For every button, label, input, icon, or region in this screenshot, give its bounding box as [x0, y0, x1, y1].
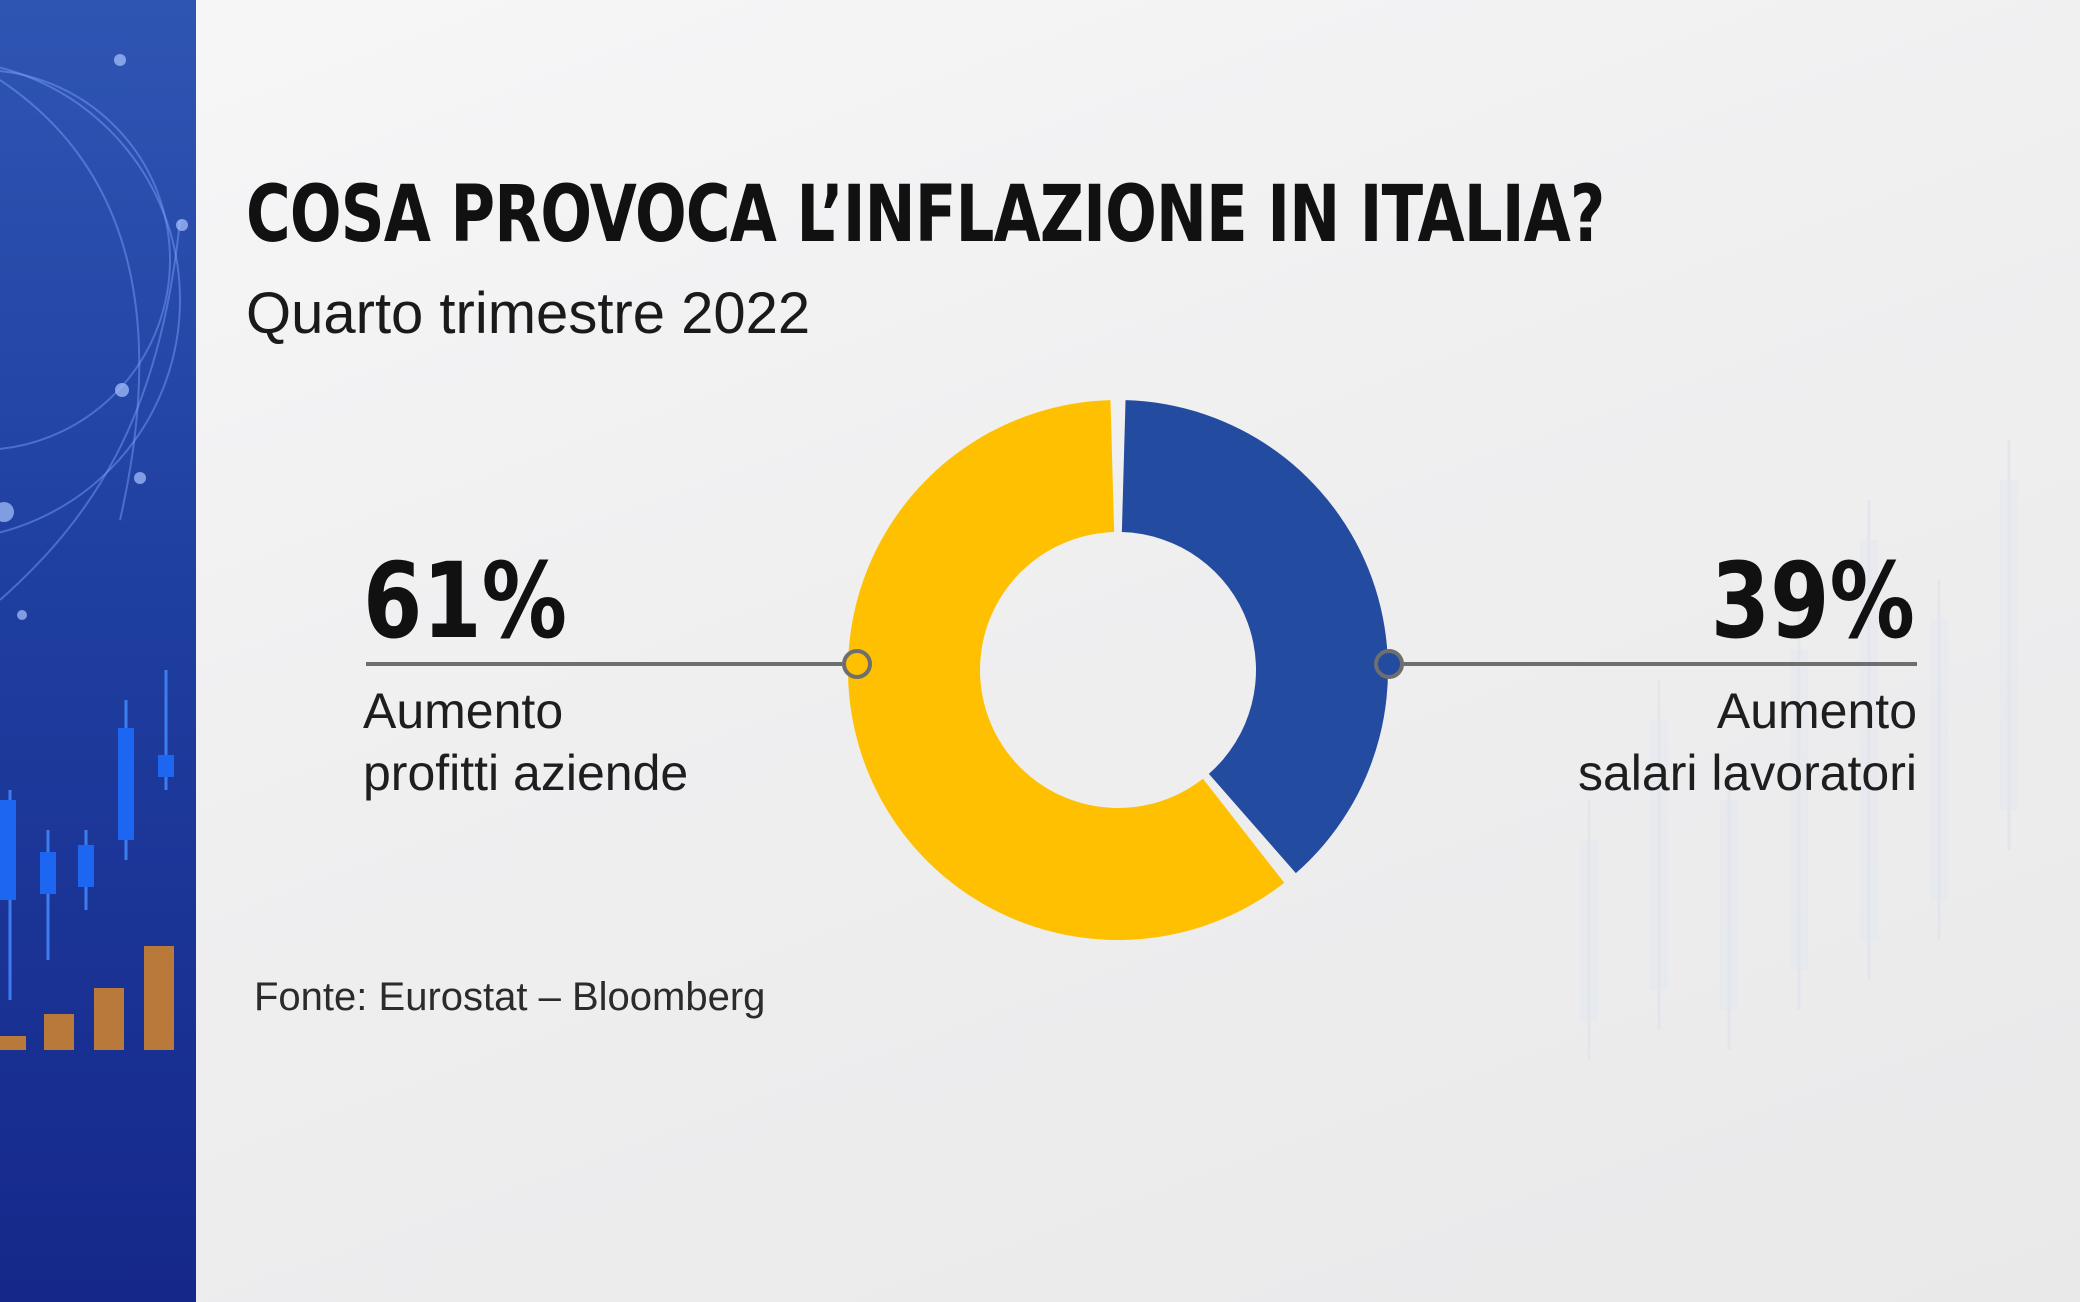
page-title: COSA PROVOCA L’INFLAZIONE IN ITALIA?	[246, 170, 1605, 260]
faded-candlestick-graphic	[1580, 440, 2018, 1060]
donut-slice-profitti	[848, 400, 1285, 941]
slice-value-label-profitti: 61%	[363, 540, 568, 662]
network-globe-graphic	[0, 54, 188, 1050]
slice-category-label-line: salari lavoratori	[1577, 745, 1917, 801]
background-chart-decoration	[1500, 420, 2080, 1120]
slice-category-label-line: profitti aziende	[363, 745, 689, 801]
donut-slice-salari	[1121, 400, 1388, 874]
slice-category-label-profitti: Aumento profitti aziende	[363, 680, 688, 804]
leader-marker-salari	[1374, 649, 1404, 679]
side-decorative-panel	[0, 0, 196, 1302]
leader-marker-profitti	[842, 649, 872, 679]
slice-category-label-salari: Aumento salari lavoratori	[1578, 680, 1917, 804]
source-note: Fonte: Eurostat – Bloomberg	[254, 975, 766, 1019]
slice-value-label-salari: 39%	[1710, 540, 1915, 662]
slice-category-label-line: Aumento	[363, 683, 564, 739]
slice-category-label-line: Aumento	[1716, 683, 1917, 739]
page-subtitle: Quarto trimestre 2022	[246, 281, 811, 346]
